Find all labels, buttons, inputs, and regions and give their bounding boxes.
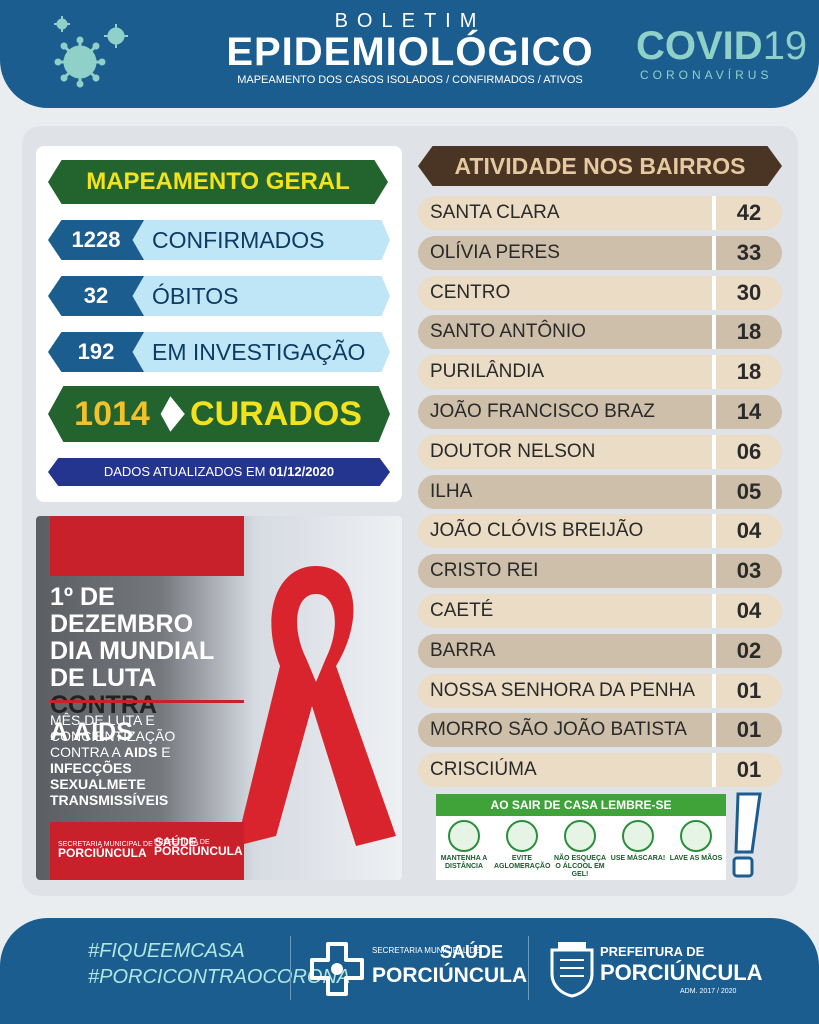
covid-logo: COVID19: [636, 24, 808, 68]
covid-logo-subtitle: CORONAVÍRUS: [640, 68, 773, 82]
neighborhood-row: CRISCIÚMA 01: [418, 753, 782, 788]
neighborhood-count: 03: [712, 554, 782, 589]
distance-icon: MANTENHA A DISTÂNCIA: [436, 820, 492, 878]
header-banner: BOLETIM EPIDEMIOLÓGICO MAPEAMENTO DOS CA…: [0, 0, 819, 108]
header-kicker: BOLETIM: [334, 10, 486, 32]
neighborhoods-title: ATIVIDADE NOS BAIRROS: [418, 146, 782, 186]
summary-card: [36, 146, 402, 502]
stat-value: 32: [48, 276, 144, 316]
no-crowd-icon: EVITE AGLOMERAÇÃO: [494, 820, 550, 878]
neighborhood-name: JOÃO FRANCISCO BRAZ: [418, 395, 712, 429]
neighborhood-count: 05: [712, 474, 782, 509]
header-subtitle: MAPEAMENTO DOS CASOS ISOLADOS / CONFIRMA…: [237, 74, 583, 86]
neighborhood-name: BARRA: [418, 633, 712, 668]
aids-awareness-banner: 1º DE DEZEMBRO DIA MUNDIAL DE LUTA CONTR…: [36, 516, 402, 880]
neighborhood-count: 14: [712, 395, 782, 429]
stat-label: ÓBITOS: [152, 283, 239, 309]
neighborhood-row: JOÃO FRANCISCO BRAZ 14: [418, 395, 782, 429]
red-ribbon-icon: [236, 566, 396, 846]
hand-wash-icon: LAVE AS MÃOS: [668, 820, 724, 878]
neighborhood-row: PURILÂNDIA 18: [418, 355, 782, 390]
stat-label: CURADOS: [162, 386, 390, 442]
hashtag-porci: #PORCICONTRAOCORONA: [88, 966, 351, 988]
administration-years: ADM. 2017 / 2020: [680, 988, 737, 995]
health-cross-icon: [310, 942, 364, 996]
prevention-panel: AO SAIR DE CASA LEMBRE-SE MANTENHA A DIS…: [436, 794, 726, 880]
city-hall-logo: PREFEITURA DE PORCIÚNCULA: [154, 839, 243, 858]
stat-value: 192: [48, 332, 144, 372]
neighborhood-row: SANTA CLARA 42: [418, 196, 782, 230]
neighborhood-row: MORRO SÃO JOÃO BATISTA 01: [418, 713, 782, 748]
stat-row-cured: CURADOS 1014: [48, 386, 390, 442]
stat-row-deaths: 32 ÓBITOS: [48, 276, 390, 316]
neighborhood-name: SANTA CLARA: [418, 196, 712, 230]
neighborhood-count: 01: [712, 713, 782, 748]
stat-value: 1014: [48, 386, 176, 442]
stat-label: EM INVESTIGAÇÃO: [152, 339, 366, 365]
neighborhood-count: 01: [712, 673, 782, 708]
neighborhood-count: 04: [712, 594, 782, 628]
neighborhood-name: SANTO ANTÔNIO: [418, 315, 712, 350]
neighborhood-row: JOÃO CLÓVIS BREIJÃO 04: [418, 514, 782, 549]
neighborhood-count: 42: [712, 196, 782, 230]
mask-icon: USE MÁSCARA!: [610, 820, 666, 878]
neighborhood-row: BARRA 02: [418, 633, 782, 668]
neighborhood-row: SANTO ANTÔNIO 18: [418, 315, 782, 350]
footer-divider: [528, 936, 529, 1000]
neighborhood-name: CAETÉ: [418, 594, 712, 628]
stat-row-confirmed: 1228 CONFIRMADOS: [48, 220, 390, 260]
neighborhood-name: CRISTO REI: [418, 554, 712, 589]
stat-label: CONFIRMADOS: [152, 227, 325, 253]
city-crest-icon: [550, 942, 594, 998]
neighborhood-row: CAETÉ 04: [418, 594, 782, 628]
neighborhood-row: NOSSA SENHORA DA PENHA 01: [418, 673, 782, 708]
neighborhood-count: 18: [712, 315, 782, 350]
city-hall-title: PORCIÚNCULA: [600, 960, 763, 985]
city-hall-small: PREFEITURA DE: [600, 944, 705, 959]
health-secretary-logo: SECRETARIA MUNICIPAL DE SAÚDE PORCIÚNCULA: [58, 835, 197, 860]
neighborhood-row: OLÍVIA PERES 33: [418, 235, 782, 270]
neighborhood-count: 04: [712, 514, 782, 549]
neighborhood-row: CENTRO 30: [418, 275, 782, 310]
prevention-title: AO SAIR DE CASA LEMBRE-SE: [436, 794, 726, 816]
neighborhood-name: CRISCIÚMA: [418, 753, 712, 788]
red-bar: [50, 516, 244, 576]
footer-divider: [290, 936, 291, 1000]
summary-title: MAPEAMENTO GERAL: [48, 160, 388, 204]
neighborhood-count: 06: [712, 434, 782, 469]
neighborhood-name: PURILÂNDIA: [418, 355, 712, 390]
health-secretary-city: PORCIÚNCULA: [372, 964, 528, 987]
sanitizer-icon: NÃO ESQUEÇA O ÁLCOOL EM GEL!: [552, 820, 608, 878]
exclamation-icon: [732, 792, 762, 878]
updated-badge: DADOS ATUALIZADOS EM 01/12/2020: [48, 458, 390, 486]
neighborhood-name: ILHA: [418, 474, 712, 509]
promo-body: MÊS DE LUTA E CONCIENTIZAÇÃO CONTRA A AI…: [50, 712, 176, 808]
neighborhood-count: 30: [712, 275, 782, 310]
hashtag-stay-home: #FIQUEEMCASA: [88, 940, 245, 962]
neighborhood-row: CRISTO REI 03: [418, 554, 782, 589]
promo-logos: SECRETARIA MUNICIPAL DE SAÚDE PORCIÚNCULA…: [50, 822, 244, 880]
neighborhood-row: DOUTOR NELSON 06: [418, 434, 782, 469]
neighborhood-count: 18: [712, 355, 782, 390]
stat-value: 1228: [48, 220, 144, 260]
neighborhood-name: NOSSA SENHORA DA PENHA: [418, 673, 712, 708]
health-secretary-small: SECRETARIA MUNICIPAL DE: [372, 946, 481, 955]
neighborhood-count: 33: [712, 235, 782, 270]
neighborhood-name: JOÃO CLÓVIS BREIJÃO: [418, 514, 712, 549]
neighborhood-name: DOUTOR NELSON: [418, 434, 712, 469]
neighborhood-count: 02: [712, 633, 782, 668]
neighborhood-name: OLÍVIA PERES: [418, 235, 712, 270]
promo-headline: 1º DE DEZEMBRO DIA MUNDIAL DE LUTA CONTR…: [50, 583, 215, 746]
neighborhood-name: CENTRO: [418, 275, 712, 310]
neighborhood-name: MORRO SÃO JOÃO BATISTA: [418, 713, 712, 748]
health-secretary-title: SAÚDE: [440, 942, 504, 962]
neighborhood-row: ILHA 05: [418, 474, 782, 509]
footer-banner: #FIQUEEMCASA #PORCICONTRAOCORONA SECRETA…: [0, 918, 819, 1024]
neighborhood-count: 01: [712, 753, 782, 788]
stat-row-investigation: 192 EM INVESTIGAÇÃO: [48, 332, 390, 372]
virus-icon: [54, 16, 128, 88]
header-title: EPIDEMIOLÓGICO: [226, 30, 594, 74]
promo-divider: [50, 700, 244, 703]
